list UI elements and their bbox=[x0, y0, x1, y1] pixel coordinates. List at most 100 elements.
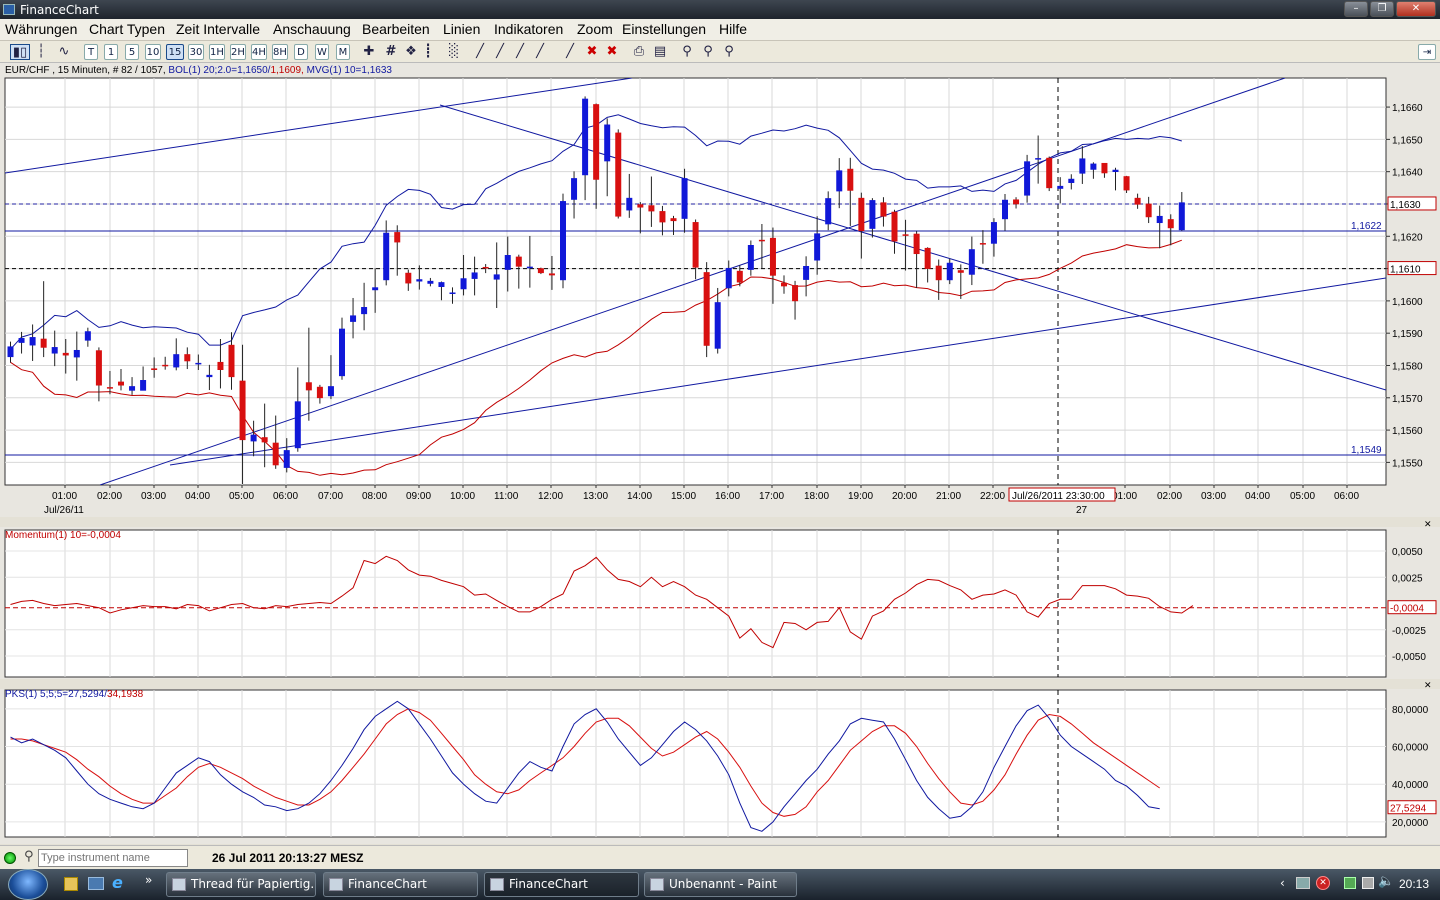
grid-icon[interactable]: # bbox=[385, 44, 397, 59]
candle bbox=[350, 315, 357, 322]
candle bbox=[825, 198, 832, 225]
candlestick-icon[interactable]: ▮▯ bbox=[10, 44, 30, 60]
stochastic-tick-label: 60,0000 bbox=[1392, 743, 1429, 754]
candle bbox=[626, 197, 633, 211]
zoom-reset-icon[interactable]: ⚲ bbox=[724, 44, 734, 59]
start-button[interactable] bbox=[8, 869, 48, 900]
interval-10[interactable]: 10 bbox=[145, 44, 161, 60]
interval-2h[interactable]: 2H bbox=[230, 44, 246, 60]
print-preview-icon[interactable]: ▤ bbox=[653, 44, 667, 59]
network-icon[interactable] bbox=[1296, 877, 1310, 889]
interval-1[interactable]: 1 bbox=[104, 44, 118, 60]
menu-linien[interactable]: Linien bbox=[443, 21, 481, 37]
candle bbox=[869, 200, 876, 229]
menu-einstellungen[interactable]: Einstellungen bbox=[622, 21, 707, 37]
candle bbox=[858, 197, 865, 232]
candle bbox=[946, 262, 953, 281]
time-tick-label: 03:00 bbox=[1201, 491, 1226, 502]
candle bbox=[106, 387, 113, 389]
momentum-tick-label: -0,0025 bbox=[1392, 626, 1426, 637]
price-tag-upper-label: 1,1630 bbox=[1390, 200, 1421, 211]
chart-area[interactable]: 1,1660 1,1650 1,1640 1,1630 1,1620 1,1610 1,16… bbox=[0, 63, 1440, 844]
interval-1h[interactable]: 1H bbox=[209, 44, 225, 60]
interval-w[interactable]: W bbox=[315, 44, 329, 60]
maximize-button[interactable]: ❐ bbox=[1370, 1, 1394, 17]
interval-m[interactable]: M bbox=[336, 44, 350, 60]
close-button[interactable]: ✕ bbox=[1396, 1, 1436, 17]
info-icon[interactable]: ❖ bbox=[405, 44, 417, 59]
delete-all-icon[interactable]: ✖ bbox=[606, 44, 618, 59]
menu-zoom[interactable]: Zoom bbox=[577, 21, 613, 37]
interval-d[interactable]: D bbox=[294, 44, 308, 60]
time-tick-label: 10:00 bbox=[450, 491, 475, 502]
candle bbox=[847, 168, 854, 191]
line-chart-icon[interactable]: ∿ bbox=[58, 44, 70, 59]
task-paint[interactable]: Unbenannt - Paint bbox=[644, 872, 797, 897]
menu-waehrungen[interactable]: Währungen bbox=[5, 21, 78, 37]
task-financechart-2[interactable]: FinanceChart bbox=[484, 872, 639, 897]
menu-zeit-intervalle[interactable]: Zeit Intervalle bbox=[176, 21, 261, 37]
arrow-tool-icon[interactable]: ╱ bbox=[566, 44, 574, 59]
gann-icon[interactable]: ╱ bbox=[536, 44, 544, 59]
menu-chart-typen[interactable]: Chart Typen bbox=[89, 21, 166, 37]
instrument-label: EUR/CHF , 15 Minuten, # 82 / 1057, bbox=[5, 65, 166, 76]
clock[interactable]: 20:13 bbox=[1399, 877, 1430, 891]
menu-indikatoren[interactable]: Indikatoren bbox=[494, 21, 564, 37]
price-tick-label: 1,1590 bbox=[1392, 329, 1423, 340]
task-firefox-thread[interactable]: Thread für Papiertig... bbox=[166, 872, 316, 897]
volume-icon[interactable]: 🔈 bbox=[1378, 874, 1395, 889]
momentum-tick-label: 0,0025 bbox=[1392, 573, 1423, 584]
minimize-button[interactable]: – bbox=[1344, 1, 1368, 17]
bar-chart-icon[interactable]: ┆ bbox=[37, 44, 45, 59]
stochastic-d-line bbox=[10, 708, 1160, 817]
interval-4h[interactable]: 4H bbox=[251, 44, 267, 60]
channel-icon[interactable]: ╱ bbox=[496, 44, 504, 59]
candle bbox=[206, 374, 213, 378]
delete-line-icon[interactable]: ✖ bbox=[586, 44, 598, 59]
candle bbox=[29, 337, 36, 346]
interval-8h[interactable]: 8H bbox=[272, 44, 288, 60]
zoom-in-icon[interactable]: ⚲ bbox=[682, 44, 692, 59]
price-tick-label: 1,1570 bbox=[1392, 394, 1423, 405]
candle bbox=[7, 346, 14, 358]
candle bbox=[95, 350, 102, 386]
time-tick-label: 02:00 bbox=[1157, 491, 1182, 502]
tray-app-icon[interactable] bbox=[1344, 877, 1356, 889]
price-panel bbox=[4, 77, 1387, 486]
zoom-bars-icon[interactable]: ┋ bbox=[424, 44, 432, 59]
menu-bearbeiten[interactable]: Bearbeiten bbox=[362, 21, 430, 37]
instrument-search-input[interactable] bbox=[38, 849, 188, 867]
chevron-right-icon[interactable]: » bbox=[145, 873, 153, 887]
candle bbox=[1068, 178, 1075, 183]
candle bbox=[228, 344, 235, 378]
desktop-icon[interactable] bbox=[88, 877, 104, 890]
candle bbox=[493, 274, 500, 280]
fibonacci-icon[interactable]: ╱ bbox=[516, 44, 524, 59]
interval-30[interactable]: 30 bbox=[188, 44, 204, 60]
candle bbox=[935, 265, 942, 281]
ie-icon[interactable]: e bbox=[112, 873, 123, 892]
candle bbox=[62, 352, 69, 356]
interval-15[interactable]: 15 bbox=[166, 44, 184, 60]
time-tick-label: 02:00 bbox=[97, 491, 122, 502]
security-icon[interactable]: ✕ bbox=[1316, 876, 1330, 890]
interval-5[interactable]: 5 bbox=[125, 44, 139, 60]
time-tick-label: 13:00 bbox=[583, 491, 608, 502]
crosshair-icon[interactable]: ✚ bbox=[363, 44, 375, 59]
task-financechart-1[interactable]: FinanceChart bbox=[323, 872, 478, 897]
volume-icon[interactable]: ░ bbox=[449, 44, 459, 59]
zoom-out-icon[interactable]: ⚲ bbox=[703, 44, 713, 59]
print-icon[interactable]: ⎙ bbox=[633, 44, 645, 59]
candle bbox=[781, 282, 787, 287]
tray-expand-icon[interactable]: ‹ bbox=[1280, 876, 1285, 890]
candle bbox=[416, 279, 423, 282]
trendline-icon[interactable]: ╱ bbox=[476, 44, 484, 59]
menu-hilfe[interactable]: Hilfe bbox=[719, 21, 748, 37]
menu-anschauung[interactable]: Anschauung bbox=[273, 21, 351, 37]
interval-t[interactable]: T bbox=[84, 44, 98, 60]
price-chart[interactable]: 1,1660 1,1650 1,1640 1,1630 1,1620 1,1610 1,16… bbox=[0, 63, 1440, 844]
candle bbox=[118, 381, 124, 386]
collapse-panel-icon[interactable]: ⇥ bbox=[1418, 44, 1436, 60]
explorer-icon[interactable] bbox=[64, 877, 78, 891]
tray-device-icon[interactable] bbox=[1362, 877, 1374, 889]
